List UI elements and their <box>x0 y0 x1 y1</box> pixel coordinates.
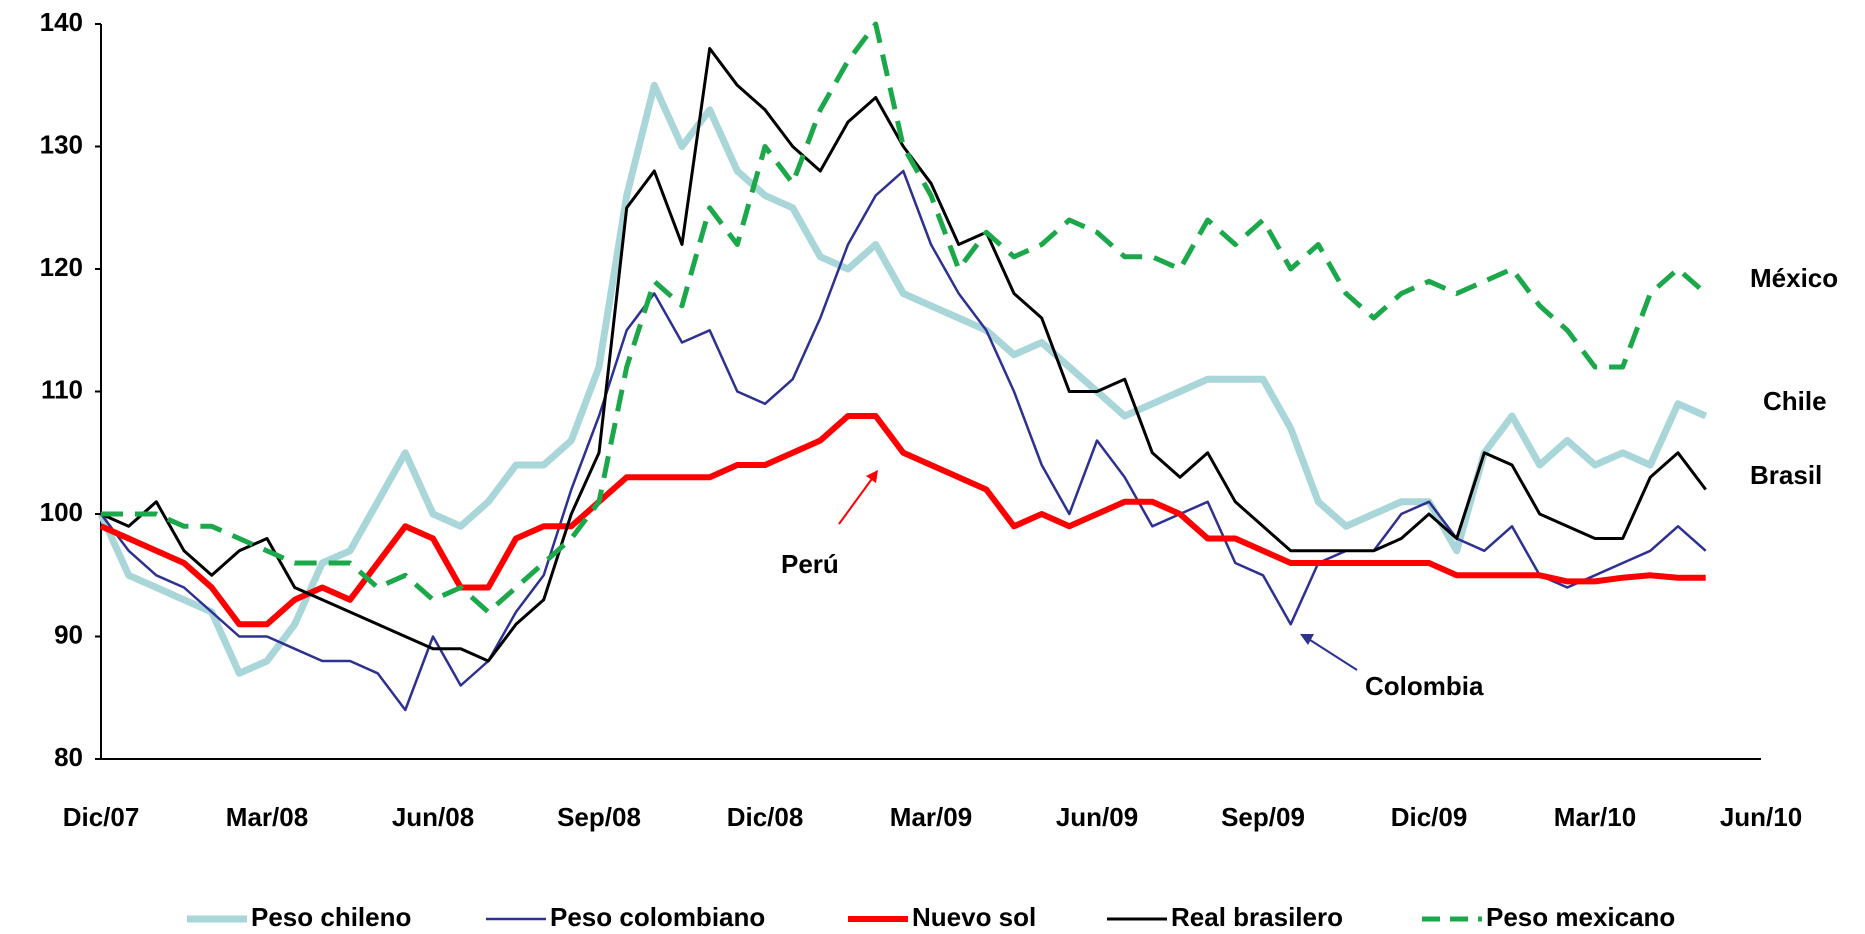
x-tick-label: Dic/08 <box>727 802 804 832</box>
x-tick-label: Jun/09 <box>1056 802 1138 832</box>
y-tick-label: 140 <box>40 7 83 37</box>
x-tick-label: Dic/07 <box>63 802 140 832</box>
y-tick-label: 130 <box>40 129 83 159</box>
annotation: Chile <box>1763 386 1827 416</box>
x-tick-label: Mar/09 <box>890 802 972 832</box>
x-tick-label: Dic/09 <box>1391 802 1468 832</box>
x-tick-label: Jun/08 <box>392 802 474 832</box>
annotation-arrow <box>1306 637 1358 671</box>
annotation: Colombia <box>1365 671 1484 701</box>
legend-label: Peso chileno <box>251 902 411 932</box>
legend-label: Peso mexicano <box>1486 902 1675 932</box>
x-tick-label: Jun/10 <box>1720 802 1802 832</box>
y-tick-label: 90 <box>54 619 83 649</box>
legend-label: Real brasilero <box>1171 902 1343 932</box>
x-tick-label: Sep/09 <box>1221 802 1305 832</box>
x-tick-label: Mar/10 <box>1554 802 1636 832</box>
annotation-arrow <box>838 475 875 525</box>
annotation: Brasil <box>1750 460 1822 490</box>
annotation-arrowhead <box>866 470 878 483</box>
x-tick-label: Mar/08 <box>226 802 308 832</box>
series-line <box>97 81 1708 677</box>
annotation: México <box>1750 263 1838 293</box>
annotation-arrowhead <box>1300 634 1314 645</box>
plot-area <box>97 21 1708 712</box>
series-line <box>101 21 1708 615</box>
y-tick-label: 100 <box>40 497 83 527</box>
legend-label: Nuevo sol <box>912 902 1036 932</box>
legend-label: Peso colombiano <box>550 902 765 932</box>
series-line <box>100 169 1707 712</box>
y-tick-label: 110 <box>41 374 83 404</box>
annotation: Perú <box>781 549 839 579</box>
y-tick-label: 80 <box>54 742 83 772</box>
series-line <box>99 413 1706 628</box>
x-tick-label: Sep/08 <box>557 802 641 832</box>
series-line <box>100 47 1707 663</box>
y-tick-label: 120 <box>40 252 83 282</box>
